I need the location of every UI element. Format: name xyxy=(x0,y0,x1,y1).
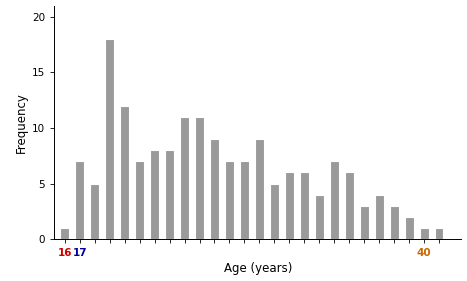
Bar xyxy=(285,173,294,239)
Bar xyxy=(60,228,69,239)
Bar xyxy=(180,117,189,239)
Bar xyxy=(240,161,249,239)
Bar xyxy=(360,206,368,239)
Bar xyxy=(404,217,414,239)
Bar xyxy=(210,139,219,239)
Bar xyxy=(195,117,204,239)
X-axis label: Age (years): Age (years) xyxy=(224,262,292,275)
Bar xyxy=(300,173,309,239)
Bar xyxy=(75,161,84,239)
Bar xyxy=(150,150,159,239)
Bar xyxy=(270,183,279,239)
Bar xyxy=(419,228,429,239)
Bar xyxy=(165,150,174,239)
Bar xyxy=(105,39,114,239)
Bar xyxy=(225,161,234,239)
Y-axis label: Frequency: Frequency xyxy=(15,92,28,153)
Bar xyxy=(255,139,264,239)
Bar xyxy=(90,183,99,239)
Bar xyxy=(345,173,354,239)
Bar xyxy=(315,195,324,239)
Bar xyxy=(135,161,144,239)
Bar xyxy=(434,228,444,239)
Bar xyxy=(120,106,129,239)
Bar xyxy=(375,195,383,239)
Bar xyxy=(389,206,398,239)
Bar xyxy=(330,161,339,239)
